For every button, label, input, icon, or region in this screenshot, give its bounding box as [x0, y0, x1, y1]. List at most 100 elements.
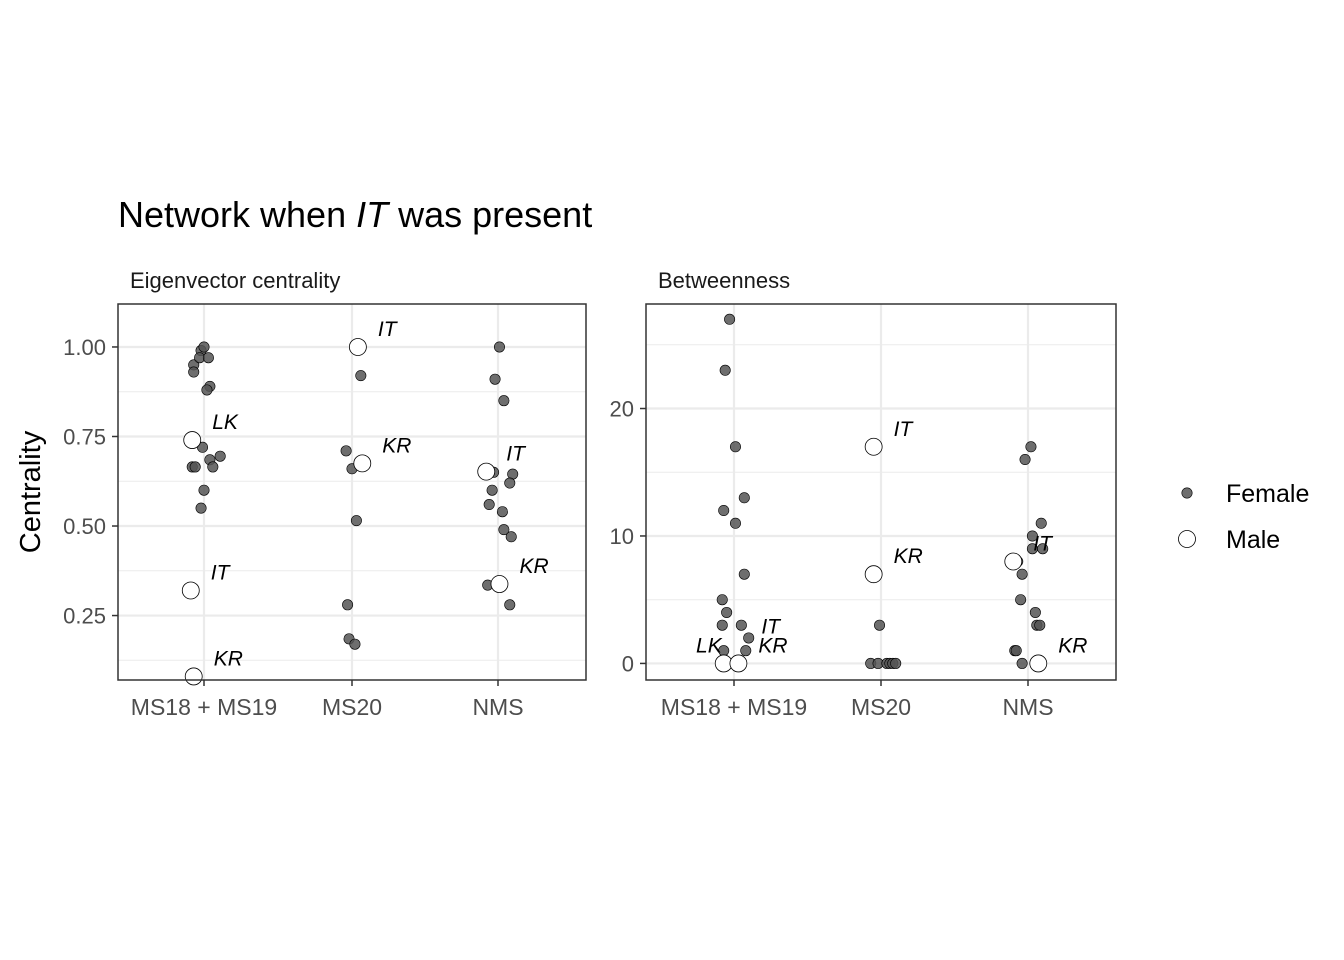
- y-tick-label: 20: [610, 397, 634, 422]
- female-point: [735, 619, 747, 631]
- female-point: [1034, 619, 1046, 631]
- female-point: [498, 395, 510, 407]
- female-point: [483, 499, 495, 511]
- female-point: [342, 599, 354, 611]
- female-point: [716, 619, 728, 631]
- chart-title-prefix: Network when: [118, 194, 357, 235]
- male-point: [184, 667, 203, 686]
- point-label: IT: [1033, 532, 1054, 555]
- female-point: [1010, 645, 1022, 657]
- male-point: [1029, 654, 1048, 673]
- female-point: [195, 502, 207, 514]
- x-tick-label: NMS: [472, 694, 523, 720]
- legend: Female Male: [1178, 480, 1309, 554]
- x-tick-label: MS18 + MS19: [661, 694, 807, 720]
- male-point: [729, 654, 748, 673]
- y-tick-label: 1.00: [63, 335, 106, 360]
- legend-label: Male: [1226, 526, 1280, 554]
- female-point: [738, 568, 750, 580]
- female-point: [874, 619, 886, 631]
- y-tick-label: 0.75: [63, 424, 106, 449]
- y-tick-label: 0: [622, 651, 634, 676]
- female-point: [493, 341, 505, 353]
- point-label: IT: [506, 443, 527, 466]
- male-point: [183, 431, 202, 449]
- point-label: IT: [761, 615, 782, 638]
- female-point: [1037, 543, 1049, 555]
- female-point: [349, 638, 361, 650]
- male-point: [864, 565, 883, 584]
- y-axis-label: Centrality: [15, 430, 47, 553]
- female-point: [214, 450, 226, 462]
- chart-title-italic: IT: [356, 194, 389, 235]
- facet-title: Betweenness: [658, 268, 790, 293]
- female-point: [489, 373, 501, 385]
- legend-key: [1181, 487, 1193, 499]
- legend-item-female: Female: [1181, 480, 1309, 508]
- female-point: [188, 366, 200, 378]
- female-point: [201, 384, 213, 396]
- female-point: [729, 441, 741, 453]
- female-point: [738, 492, 750, 504]
- female-point: [350, 515, 362, 527]
- female-point: [1015, 594, 1027, 606]
- female-point: [1029, 606, 1041, 618]
- female-point: [198, 484, 210, 496]
- female-point: [207, 461, 219, 473]
- point-label: KR: [214, 647, 243, 670]
- female-point: [340, 445, 352, 457]
- point-label: KR: [519, 555, 548, 578]
- female-point: [724, 313, 736, 325]
- female-point: [719, 364, 731, 376]
- legend-key: [1178, 530, 1196, 548]
- female-point: [1026, 530, 1038, 542]
- point-label: IT: [378, 318, 399, 341]
- female-point: [716, 594, 728, 606]
- female-point: [729, 517, 741, 529]
- x-tick-label: MS18 + MS19: [131, 694, 277, 720]
- female-point: [1035, 517, 1047, 529]
- x-tick-label: MS20: [322, 694, 382, 720]
- legend-item-male: Male: [1178, 526, 1280, 554]
- female-point: [743, 632, 755, 644]
- male-point: [353, 454, 372, 473]
- female-point: [504, 477, 516, 489]
- female-point: [721, 606, 733, 618]
- facet-title: Eigenvector centrality: [130, 268, 340, 293]
- point-label: LK: [696, 634, 723, 657]
- male-point: [490, 575, 509, 593]
- female-point: [740, 645, 752, 657]
- point-label: IT: [211, 561, 232, 584]
- point-label: LK: [212, 411, 239, 434]
- female-point: [890, 657, 902, 669]
- point-label: KR: [382, 434, 411, 457]
- y-tick-label: 0.50: [63, 514, 106, 539]
- male-point: [348, 338, 367, 356]
- panel-1: LK IT KR IT KR IT KR Eigenvector centrality 0.25…: [63, 268, 587, 720]
- chart-title-suffix: was present: [388, 194, 593, 235]
- y-tick-label: 0.25: [63, 604, 106, 629]
- female-point: [718, 504, 730, 516]
- female-point: [189, 461, 201, 473]
- point-label: KR: [1058, 634, 1087, 657]
- legend-label: Female: [1226, 480, 1309, 508]
- male-point: [477, 462, 496, 481]
- female-point: [355, 370, 367, 382]
- female-point: [1025, 441, 1037, 453]
- male-point: [181, 581, 200, 600]
- y-tick-label: 10: [610, 524, 634, 549]
- x-tick-label: NMS: [1002, 694, 1053, 720]
- female-point: [198, 341, 210, 353]
- chart-title: Network when IT was present: [118, 194, 592, 236]
- female-point: [202, 352, 214, 364]
- point-label: KR: [758, 634, 787, 657]
- female-point: [486, 484, 498, 496]
- female-point: [496, 506, 508, 518]
- male-point: [864, 437, 883, 456]
- x-tick-label: MS20: [851, 694, 911, 720]
- female-point: [1016, 568, 1028, 580]
- female-point: [498, 524, 510, 536]
